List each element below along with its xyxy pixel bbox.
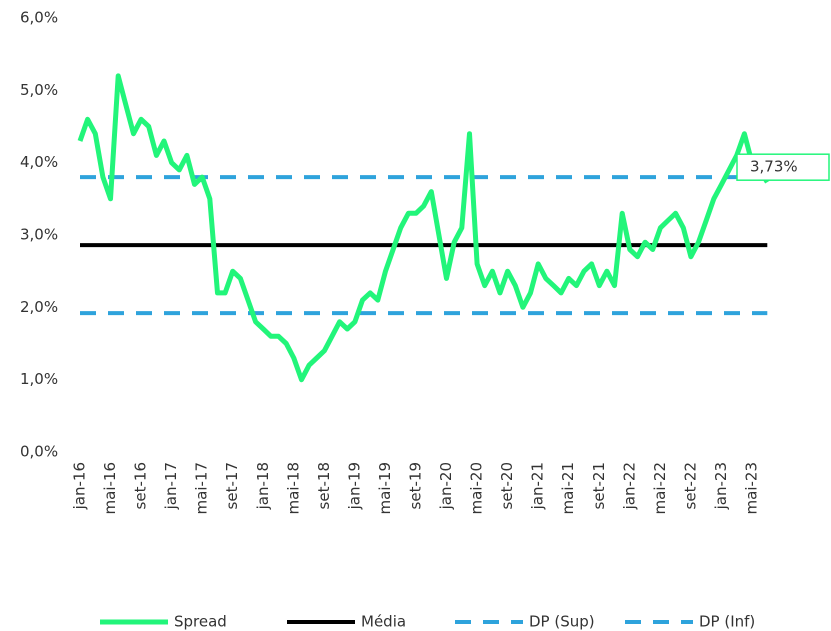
x-tick-label: set-17 xyxy=(223,462,241,509)
x-tick-label: mai-20 xyxy=(468,462,486,514)
x-tick-label: jan-18 xyxy=(254,462,272,510)
value-label-box xyxy=(736,153,830,181)
x-tick-label: jan-17 xyxy=(162,462,180,510)
y-tick-label: 1,0% xyxy=(20,370,58,388)
x-tick-label: mai-23 xyxy=(743,462,761,514)
x-tick-label: mai-21 xyxy=(559,462,577,514)
x-tick-label: mai-22 xyxy=(651,462,669,514)
x-tick-label: jan-22 xyxy=(620,462,638,510)
y-tick-label: 0,0% xyxy=(20,443,58,461)
legend-label: DP (Sup) xyxy=(529,613,595,631)
x-tick-label: mai-16 xyxy=(101,462,119,514)
y-tick-label: 2,0% xyxy=(20,298,58,316)
y-tick-label: 5,0% xyxy=(20,81,58,99)
x-tick-label: mai-19 xyxy=(376,462,394,514)
x-tick-label: mai-18 xyxy=(284,462,302,514)
x-tick-label: set-18 xyxy=(315,462,333,509)
x-tick-label: set-22 xyxy=(681,462,699,509)
legend-label: Spread xyxy=(174,613,227,631)
value-label: 3,73% xyxy=(750,158,798,176)
x-tick-label: set-19 xyxy=(407,462,425,509)
y-tick-label: 3,0% xyxy=(20,226,58,244)
series-line xyxy=(77,73,770,383)
x-tick-label: set-20 xyxy=(498,462,516,509)
x-tick-label: set-16 xyxy=(132,462,150,509)
x-tick-label: mai-17 xyxy=(193,462,211,514)
legend-label: DP (Inf) xyxy=(699,613,755,631)
y-tick-label: 4,0% xyxy=(20,153,58,171)
x-tick-label: set-21 xyxy=(590,462,608,509)
x-tick-label: jan-20 xyxy=(437,462,455,510)
legend-label: Média xyxy=(361,613,406,631)
x-tick-label: jan-16 xyxy=(71,462,89,510)
x-tick-label: jan-21 xyxy=(529,462,547,510)
x-tick-label: jan-19 xyxy=(345,462,363,510)
x-tick-label: jan-23 xyxy=(712,462,730,510)
y-tick-label: 6,0% xyxy=(20,9,58,27)
